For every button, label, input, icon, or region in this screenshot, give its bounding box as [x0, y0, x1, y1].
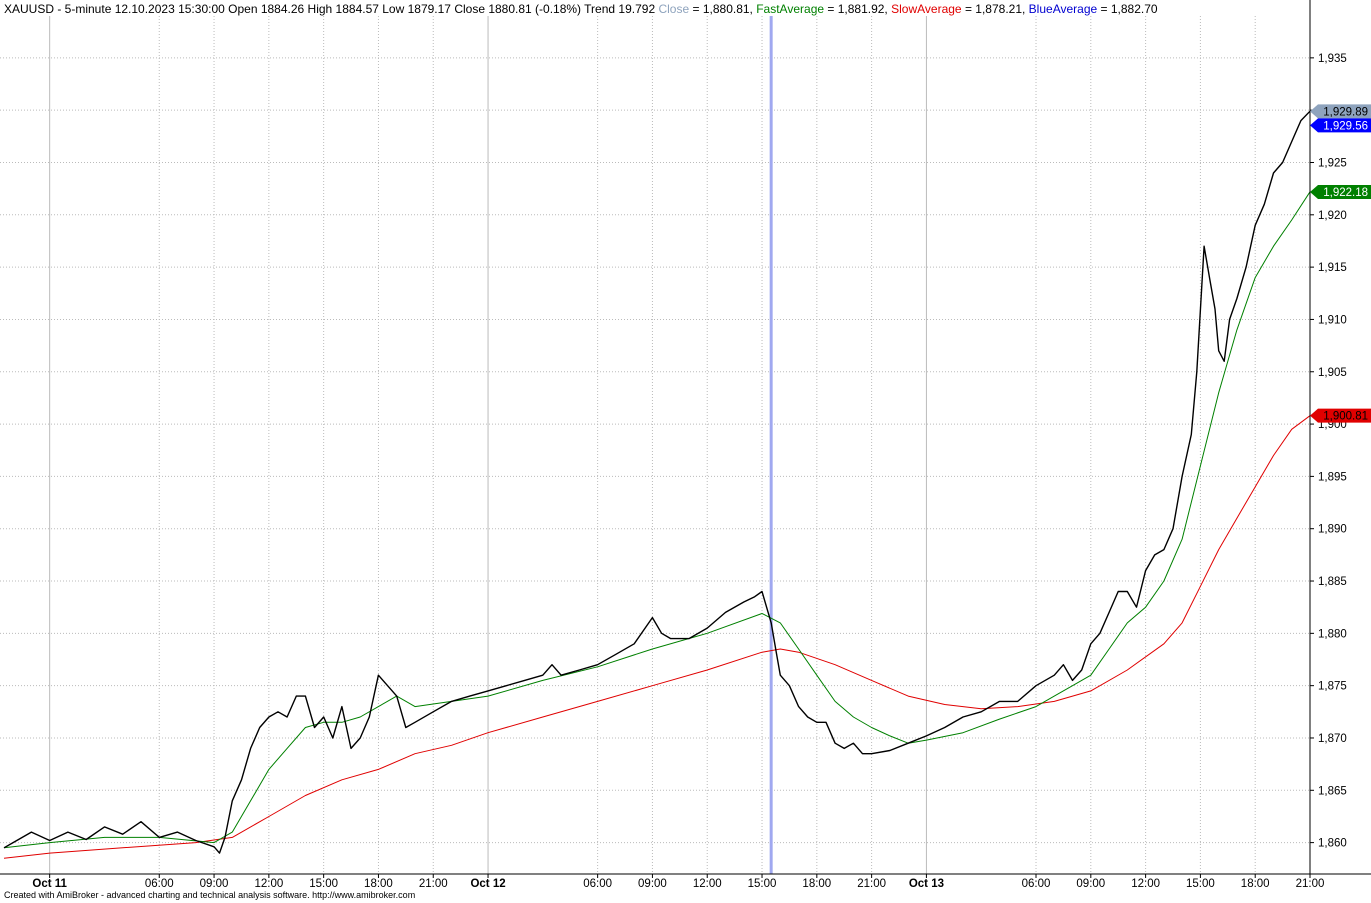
x-tick-label: 21:00	[857, 878, 886, 890]
x-tick-label: 15:00	[1186, 878, 1215, 890]
x-tick-label: 12:00	[1131, 878, 1160, 890]
x-tick-label: Oct 11	[32, 878, 67, 890]
y-tick-label: 1,890	[1318, 524, 1347, 536]
x-tick-label: Oct 13	[909, 878, 944, 890]
y-axis-ticks: 1,860 1,865 1,870 1,875 1,880 1,885 1,890 1,895…	[1310, 53, 1347, 850]
tag-background	[1310, 104, 1371, 119]
tag-label: 1,900.81	[1323, 411, 1368, 423]
x-tick-label: 18:00	[364, 878, 393, 890]
y-tick-label: 1,880	[1318, 628, 1347, 640]
x-tick-label: 18:00	[802, 878, 831, 890]
header-close-value: = 1,880.81,	[689, 2, 756, 16]
header-blueaverage-label: BlueAverage	[1029, 2, 1098, 16]
header-fastaverage-value: = 1,881.92,	[824, 2, 891, 16]
y-tick-label: 1,935	[1318, 53, 1347, 65]
y-tick-label: 1,915	[1318, 262, 1347, 274]
series-layer	[3, 110, 1311, 859]
y-tick-label: 1,870	[1318, 733, 1347, 745]
tag-background	[1310, 118, 1371, 133]
grid	[0, 16, 1311, 874]
x-tick-label: 09:00	[1076, 878, 1105, 890]
last-value-tag-fast: 1,922.18	[1310, 184, 1371, 199]
tag-label: 1,929.56	[1323, 120, 1368, 132]
x-tick-label: 15:00	[309, 878, 338, 890]
last-value-tag-slow: 1,900.81	[1310, 408, 1371, 423]
x-tick-label: 21:00	[1296, 878, 1325, 890]
x-tick-label: 18:00	[1241, 878, 1270, 890]
x-tick-label: 09:00	[638, 878, 667, 890]
header-slowaverage-label: SlowAverage	[891, 2, 962, 16]
axes	[0, 0, 1371, 875]
header-blueaverage-value: = 1,882.70	[1097, 2, 1158, 16]
y-tick-label: 1,860	[1318, 838, 1347, 850]
tag-label: 1,929.89	[1323, 106, 1368, 118]
x-tick-label: Oct 12	[470, 878, 505, 890]
y-tick-label: 1,925	[1318, 157, 1347, 169]
last-value-tags: 1,929.89 1,929.56 1,922.18 1,900.81	[1310, 104, 1371, 423]
y-tick-label: 1,920	[1318, 210, 1347, 222]
last-value-tag-close: 1,929.89	[1310, 104, 1371, 119]
chart-title-line: XAUUSD - 5-minute 12.10.2023 15:30:00 Op…	[4, 2, 1158, 16]
tag-label: 1,922.18	[1323, 187, 1368, 199]
y-tick-label: 1,910	[1318, 314, 1347, 326]
x-tick-label: 15:00	[748, 878, 777, 890]
tag-background	[1310, 184, 1371, 199]
x-tick-label: 12:00	[254, 878, 283, 890]
last-value-tag-blue: 1,929.56	[1310, 118, 1371, 133]
x-tick-label: 06:00	[1022, 878, 1051, 890]
chart-title: XAUUSD - 5-minute 12.10.2023 15:30:00 Op…	[4, 2, 655, 16]
x-axis-ticks: Oct 11 06:00 09:00 12:00 15:00 18:00 21:00 Oct …	[32, 874, 1324, 890]
header-close-label: Close	[658, 2, 689, 16]
x-tick-label: 21:00	[419, 878, 448, 890]
header-fastaverage-label: FastAverage	[756, 2, 824, 16]
y-tick-label: 1,905	[1318, 367, 1347, 379]
y-tick-label: 1,875	[1318, 681, 1347, 693]
price-series-line	[3, 110, 1311, 854]
slow-series-line	[3, 415, 1311, 859]
x-tick-label: 09:00	[200, 878, 229, 890]
fast-series-line	[3, 191, 1311, 849]
x-tick-label: 06:00	[583, 878, 612, 890]
x-tick-label: 12:00	[693, 878, 722, 890]
tag-background	[1310, 408, 1371, 423]
header-slowaverage-value: = 1,878.21,	[962, 2, 1029, 16]
x-tick-label: 06:00	[145, 878, 174, 890]
chart-header: XAUUSD - 5-minute 12.10.2023 15:30:00 Op…	[4, 2, 1158, 16]
y-tick-label: 1,885	[1318, 576, 1347, 588]
y-tick-label: 1,865	[1318, 785, 1347, 797]
footer-credit: Created with AmiBroker - advanced charti…	[4, 890, 416, 900]
y-tick-label: 1,895	[1318, 471, 1347, 483]
